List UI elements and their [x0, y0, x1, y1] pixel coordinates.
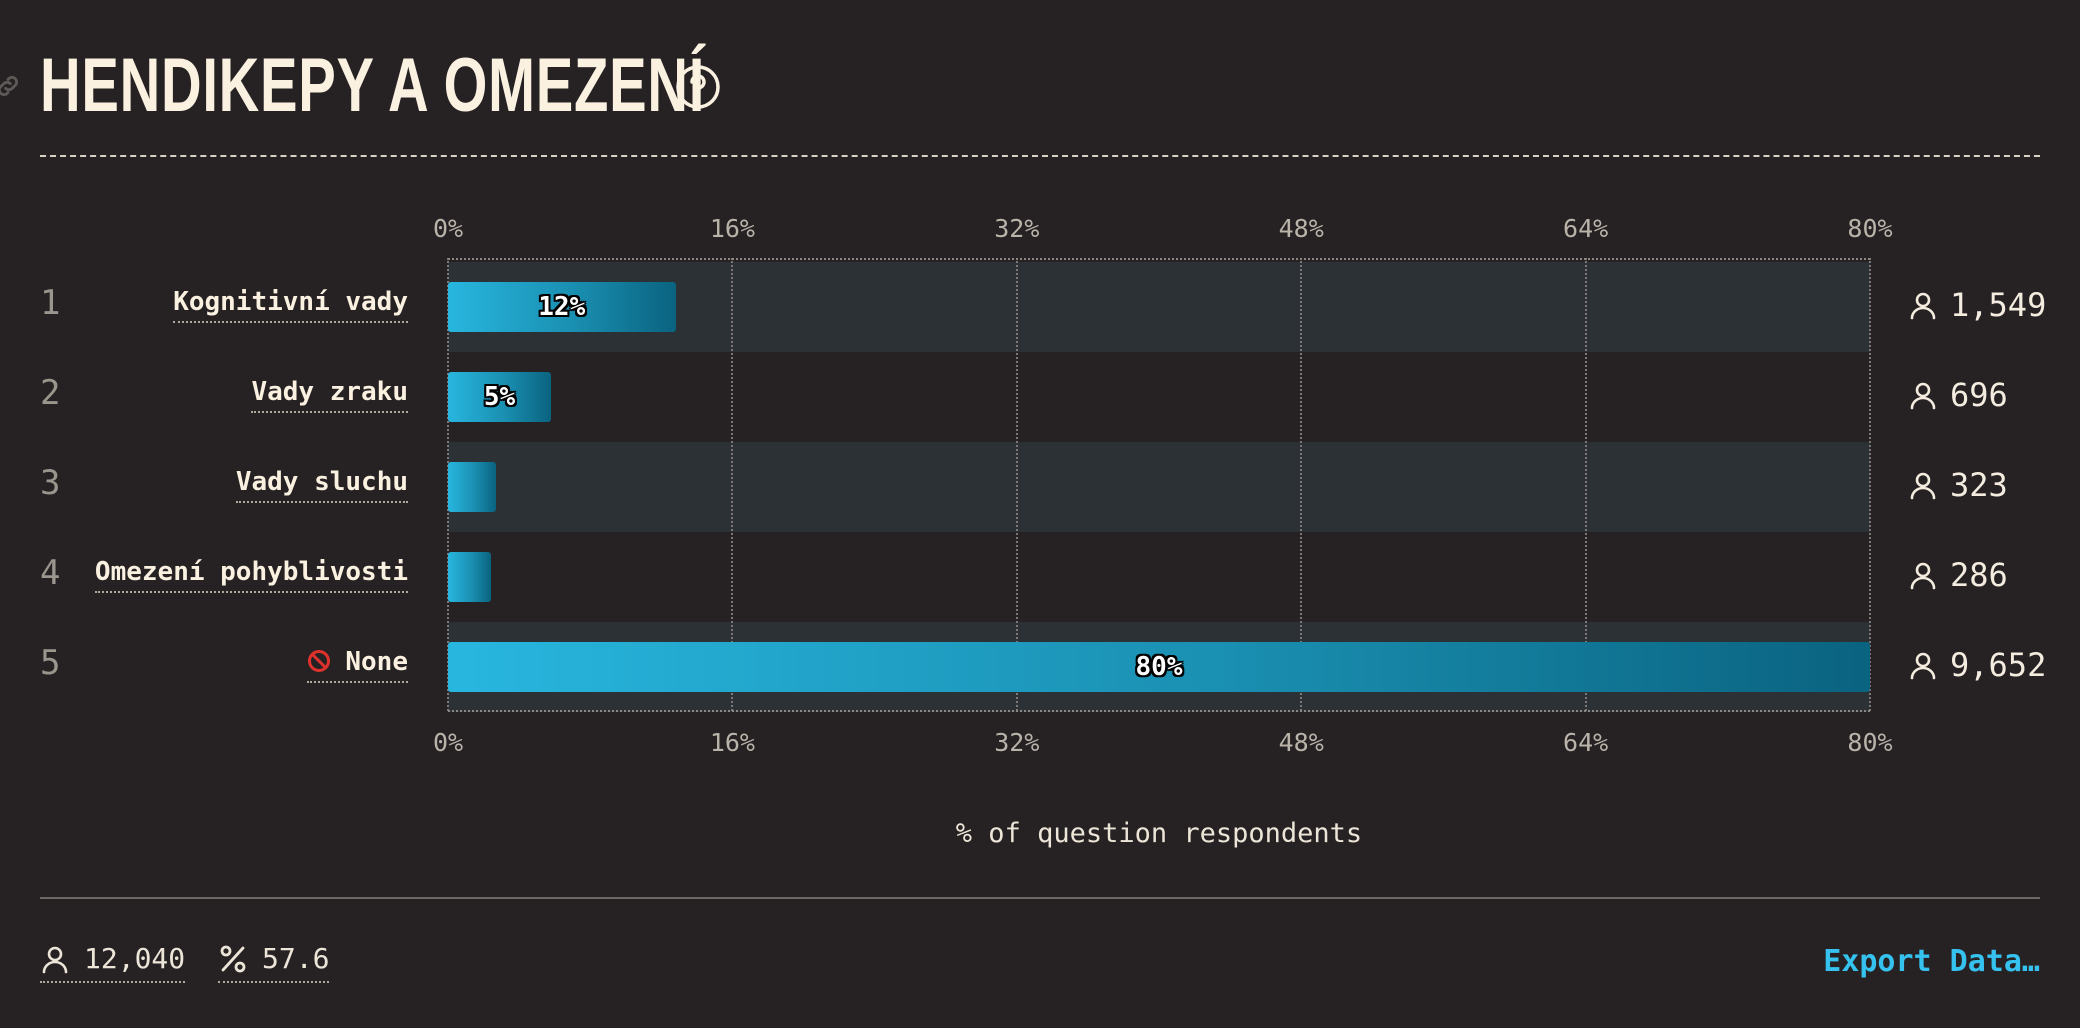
- person-icon: [1910, 562, 1936, 590]
- x-axis-line: [448, 258, 1870, 260]
- footer-divider: [40, 897, 2040, 899]
- respondent-count[interactable]: 323: [1908, 465, 2008, 505]
- respondent-count[interactable]: 696: [1908, 375, 2008, 415]
- person-icon: [1910, 652, 1936, 680]
- bar[interactable]: 80%: [448, 642, 1870, 692]
- category-label[interactable]: None: [307, 645, 408, 683]
- row-rank: 2: [40, 373, 61, 413]
- category-label-text: Vady sluchu: [235, 467, 408, 497]
- x-axis-title: % of question respondents: [955, 818, 1363, 849]
- help-icon[interactable]: [675, 64, 721, 110]
- row-rank: 1: [40, 283, 61, 323]
- grid-line: [731, 258, 734, 711]
- x-tick-label-bottom: 0%: [432, 728, 464, 757]
- x-tick-label-top: 0%: [432, 214, 464, 243]
- x-tick-label-bottom: 64%: [1563, 728, 1609, 757]
- row-stripe: [448, 262, 1870, 352]
- bar[interactable]: [448, 552, 491, 602]
- percent-value: 57.6: [262, 942, 330, 975]
- grid-line: [1584, 258, 1587, 711]
- grid-line: [1869, 258, 1871, 711]
- bar-value-label: 12%: [538, 292, 586, 322]
- category-label-text: Omezení pohyblivosti: [94, 557, 408, 587]
- x-tick-label-top: 48%: [1278, 214, 1324, 243]
- x-tick-label-bottom: 48%: [1278, 728, 1324, 757]
- category-label-text: Kognitivní vady: [173, 287, 408, 317]
- count-value: 9,652: [1950, 646, 2047, 684]
- person-icon: [1910, 472, 1936, 500]
- row-stripe: [448, 442, 1870, 532]
- page-title: HENDIKEPY A OMEZENÍ: [40, 43, 706, 128]
- x-tick-label-bottom: 16%: [709, 728, 755, 757]
- x-tick-label-top: 80%: [1847, 214, 1893, 243]
- count-value: 323: [1950, 466, 2008, 504]
- category-label[interactable]: Vady zraku: [251, 375, 408, 413]
- bar[interactable]: [448, 462, 496, 512]
- category-label[interactable]: Vady sluchu: [235, 465, 408, 503]
- bar[interactable]: 5%: [448, 372, 552, 422]
- prohibited-icon: [308, 650, 331, 672]
- row-rank: 3: [40, 463, 61, 503]
- respondent-count[interactable]: 286: [1908, 555, 2008, 595]
- category-label[interactable]: Omezení pohyblivosti: [94, 555, 408, 593]
- bar-value-label: 80%: [1135, 652, 1183, 682]
- row-rank: 5: [40, 643, 61, 683]
- x-tick-label-bottom: 80%: [1847, 728, 1893, 757]
- export-data-link[interactable]: Export Data…: [1823, 944, 2040, 979]
- respondents-value: 12,040: [84, 942, 186, 975]
- respondent-count[interactable]: 9,652: [1908, 645, 2046, 685]
- title-divider: [40, 155, 2040, 157]
- person-icon: [1910, 382, 1936, 410]
- total-respondents[interactable]: 12,040: [40, 942, 186, 983]
- response-rate[interactable]: 57.6: [218, 942, 330, 983]
- bar-value-label: 5%: [483, 382, 516, 412]
- grid-line: [1300, 258, 1303, 711]
- percent-icon: [220, 945, 246, 972]
- person-icon: [1910, 292, 1936, 320]
- row-rank: 4: [40, 553, 61, 593]
- count-value: 286: [1950, 556, 2008, 594]
- link-icon[interactable]: [0, 72, 22, 100]
- count-value: 1,549: [1950, 286, 2047, 324]
- person-icon: [42, 946, 68, 973]
- x-tick-label-top: 32%: [994, 214, 1040, 243]
- category-label[interactable]: Kognitivní vady: [173, 285, 408, 323]
- respondent-count[interactable]: 1,549: [1908, 285, 2046, 325]
- x-tick-label-top: 64%: [1563, 214, 1609, 243]
- count-value: 696: [1950, 376, 2008, 414]
- category-label-text: Vady zraku: [251, 377, 408, 407]
- x-tick-label-bottom: 32%: [994, 728, 1040, 757]
- x-tick-label-top: 16%: [709, 214, 755, 243]
- grid-line: [1015, 258, 1018, 711]
- bar[interactable]: 12%: [448, 282, 676, 332]
- x-axis-line: [448, 710, 1870, 712]
- category-label-text: None: [345, 647, 408, 677]
